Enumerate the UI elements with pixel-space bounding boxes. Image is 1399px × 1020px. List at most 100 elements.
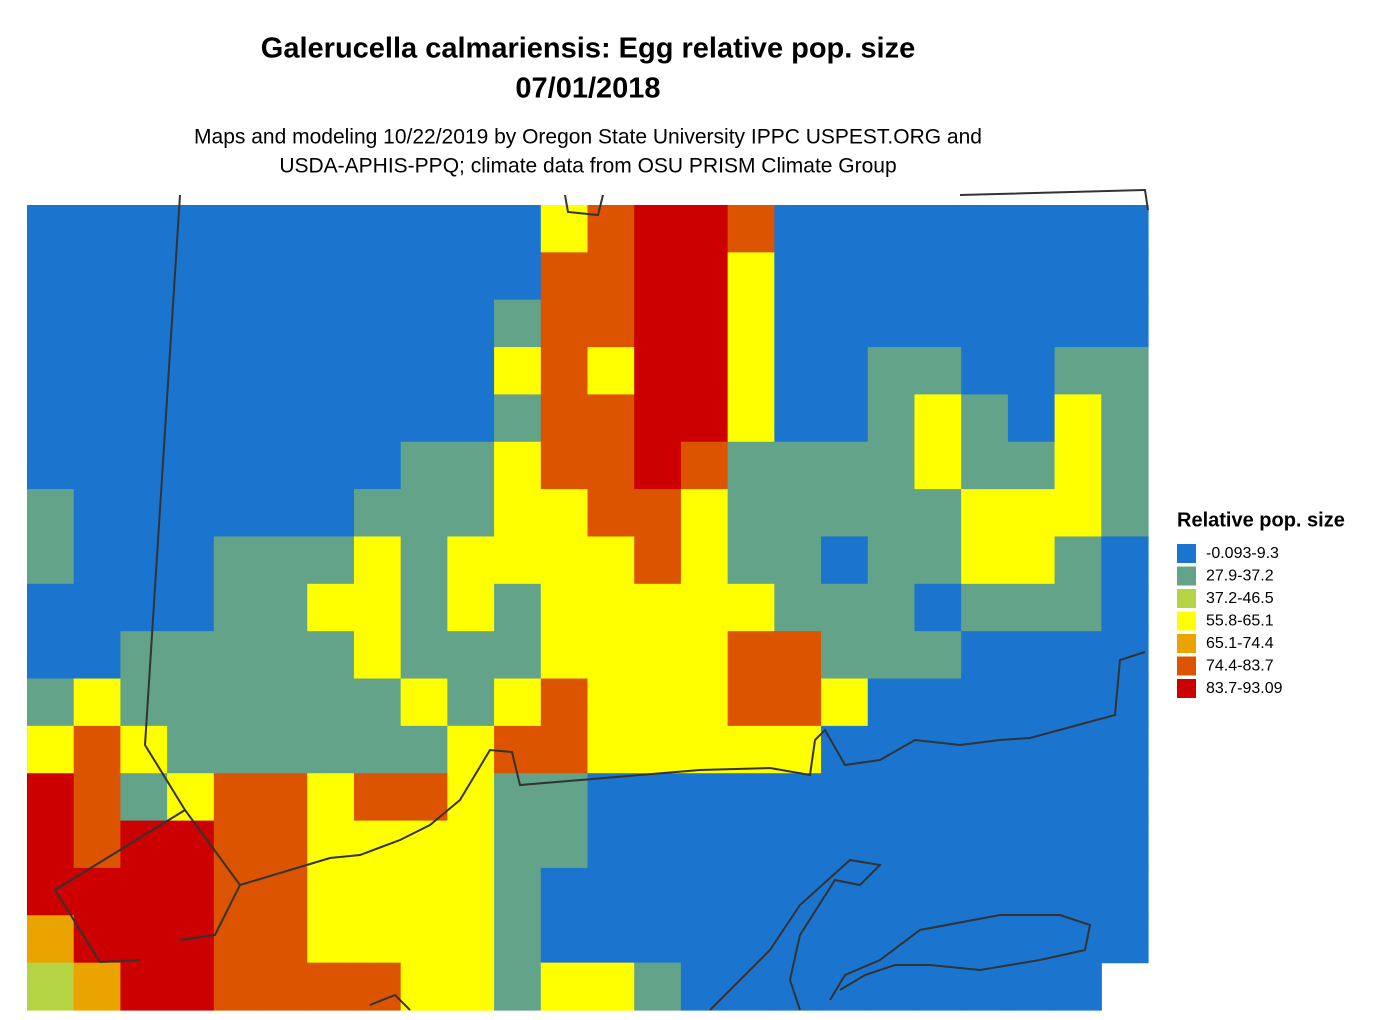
map-cell <box>447 583 495 632</box>
map-cell <box>634 489 682 538</box>
map-cell <box>494 725 542 774</box>
map-cell <box>1101 489 1149 538</box>
map-cell <box>680 867 729 916</box>
map-cell <box>307 394 355 443</box>
map-cell <box>400 631 448 680</box>
map-cell <box>494 536 542 585</box>
map-cell <box>447 205 495 253</box>
map-cell <box>680 678 729 727</box>
map-cell <box>213 441 262 490</box>
map-cell <box>540 347 589 396</box>
map-cell <box>213 252 262 301</box>
map-cell <box>447 536 495 585</box>
map-cell <box>867 678 916 727</box>
map-cell <box>914 441 962 490</box>
map-cell <box>167 205 215 253</box>
map-cell <box>914 205 962 253</box>
map-cell <box>27 394 75 443</box>
map-cell <box>353 252 402 301</box>
map-cell <box>400 867 448 916</box>
map-cell <box>540 394 589 443</box>
map-cell <box>914 347 962 396</box>
map-cell <box>1101 583 1149 632</box>
map-cell <box>167 583 215 632</box>
map-cell <box>120 678 168 727</box>
map-cell <box>774 915 822 964</box>
map-cell <box>540 583 589 632</box>
map-cell <box>727 631 775 680</box>
map-cell <box>1101 252 1149 301</box>
legend-swatch <box>1177 611 1196 631</box>
map-cell <box>494 441 542 490</box>
map-cell <box>213 536 262 585</box>
map-cell <box>494 299 542 348</box>
map-cell <box>400 725 448 774</box>
map-cell <box>307 915 355 964</box>
map-cell <box>821 441 869 490</box>
map-cell <box>167 631 215 680</box>
map-cell <box>961 394 1009 443</box>
map-cell <box>680 773 729 822</box>
map-cell <box>867 820 916 869</box>
map-cell <box>540 631 589 680</box>
map-cell <box>727 394 775 443</box>
map-cell <box>1054 678 1102 727</box>
map-cell <box>1101 725 1149 774</box>
map-cell <box>213 678 262 727</box>
map-cell <box>727 536 775 585</box>
map-cell <box>1054 347 1102 396</box>
map-cell <box>914 820 962 869</box>
map-cell <box>587 347 635 396</box>
map-cell <box>120 536 168 585</box>
map-cell <box>821 867 869 916</box>
map-cell <box>1007 631 1056 680</box>
map-cell <box>587 489 635 538</box>
map-cell <box>727 773 775 822</box>
map-cell <box>961 725 1009 774</box>
borders <box>53 188 1149 1011</box>
map-cell <box>1007 583 1056 632</box>
map-cell <box>914 299 962 348</box>
map-cell <box>213 299 262 348</box>
map-cell <box>353 583 402 632</box>
map-cell <box>494 205 542 253</box>
map-cell <box>821 915 869 964</box>
map-cell <box>307 962 355 1011</box>
map-cell <box>821 347 869 396</box>
map-cell <box>914 867 962 916</box>
map-cell <box>120 773 168 822</box>
map-cell <box>167 867 215 916</box>
map-cell <box>73 441 122 490</box>
map-cell <box>774 773 822 822</box>
map-cell <box>73 678 122 727</box>
map-cell <box>1007 441 1056 490</box>
map-cell <box>634 441 682 490</box>
map-cell <box>1101 678 1149 727</box>
map-cell <box>540 489 589 538</box>
map-cell <box>494 252 542 301</box>
map-cell <box>634 583 682 632</box>
map-cell <box>1054 820 1102 869</box>
map-cell <box>447 252 495 301</box>
legend-swatch <box>1177 656 1196 676</box>
map-cell <box>727 252 775 301</box>
map-cell <box>167 347 215 396</box>
map-cell <box>774 299 822 348</box>
subtitle: Maps and modeling 10/22/2019 by Oregon S… <box>194 126 982 149</box>
map-cell <box>120 962 168 1011</box>
map-cell <box>494 867 542 916</box>
map-cell <box>587 678 635 727</box>
map-cell <box>540 536 589 585</box>
map-cell <box>821 394 869 443</box>
map-cell <box>120 441 168 490</box>
map-cell <box>260 536 308 585</box>
map-cell <box>307 205 355 253</box>
map-cell <box>1007 773 1056 822</box>
map-cell <box>27 820 75 869</box>
map-cell <box>27 252 75 301</box>
map-cell <box>587 631 635 680</box>
map-cell <box>494 583 542 632</box>
map-cell <box>494 820 542 869</box>
map-cell <box>867 867 916 916</box>
map-cell <box>1007 252 1056 301</box>
